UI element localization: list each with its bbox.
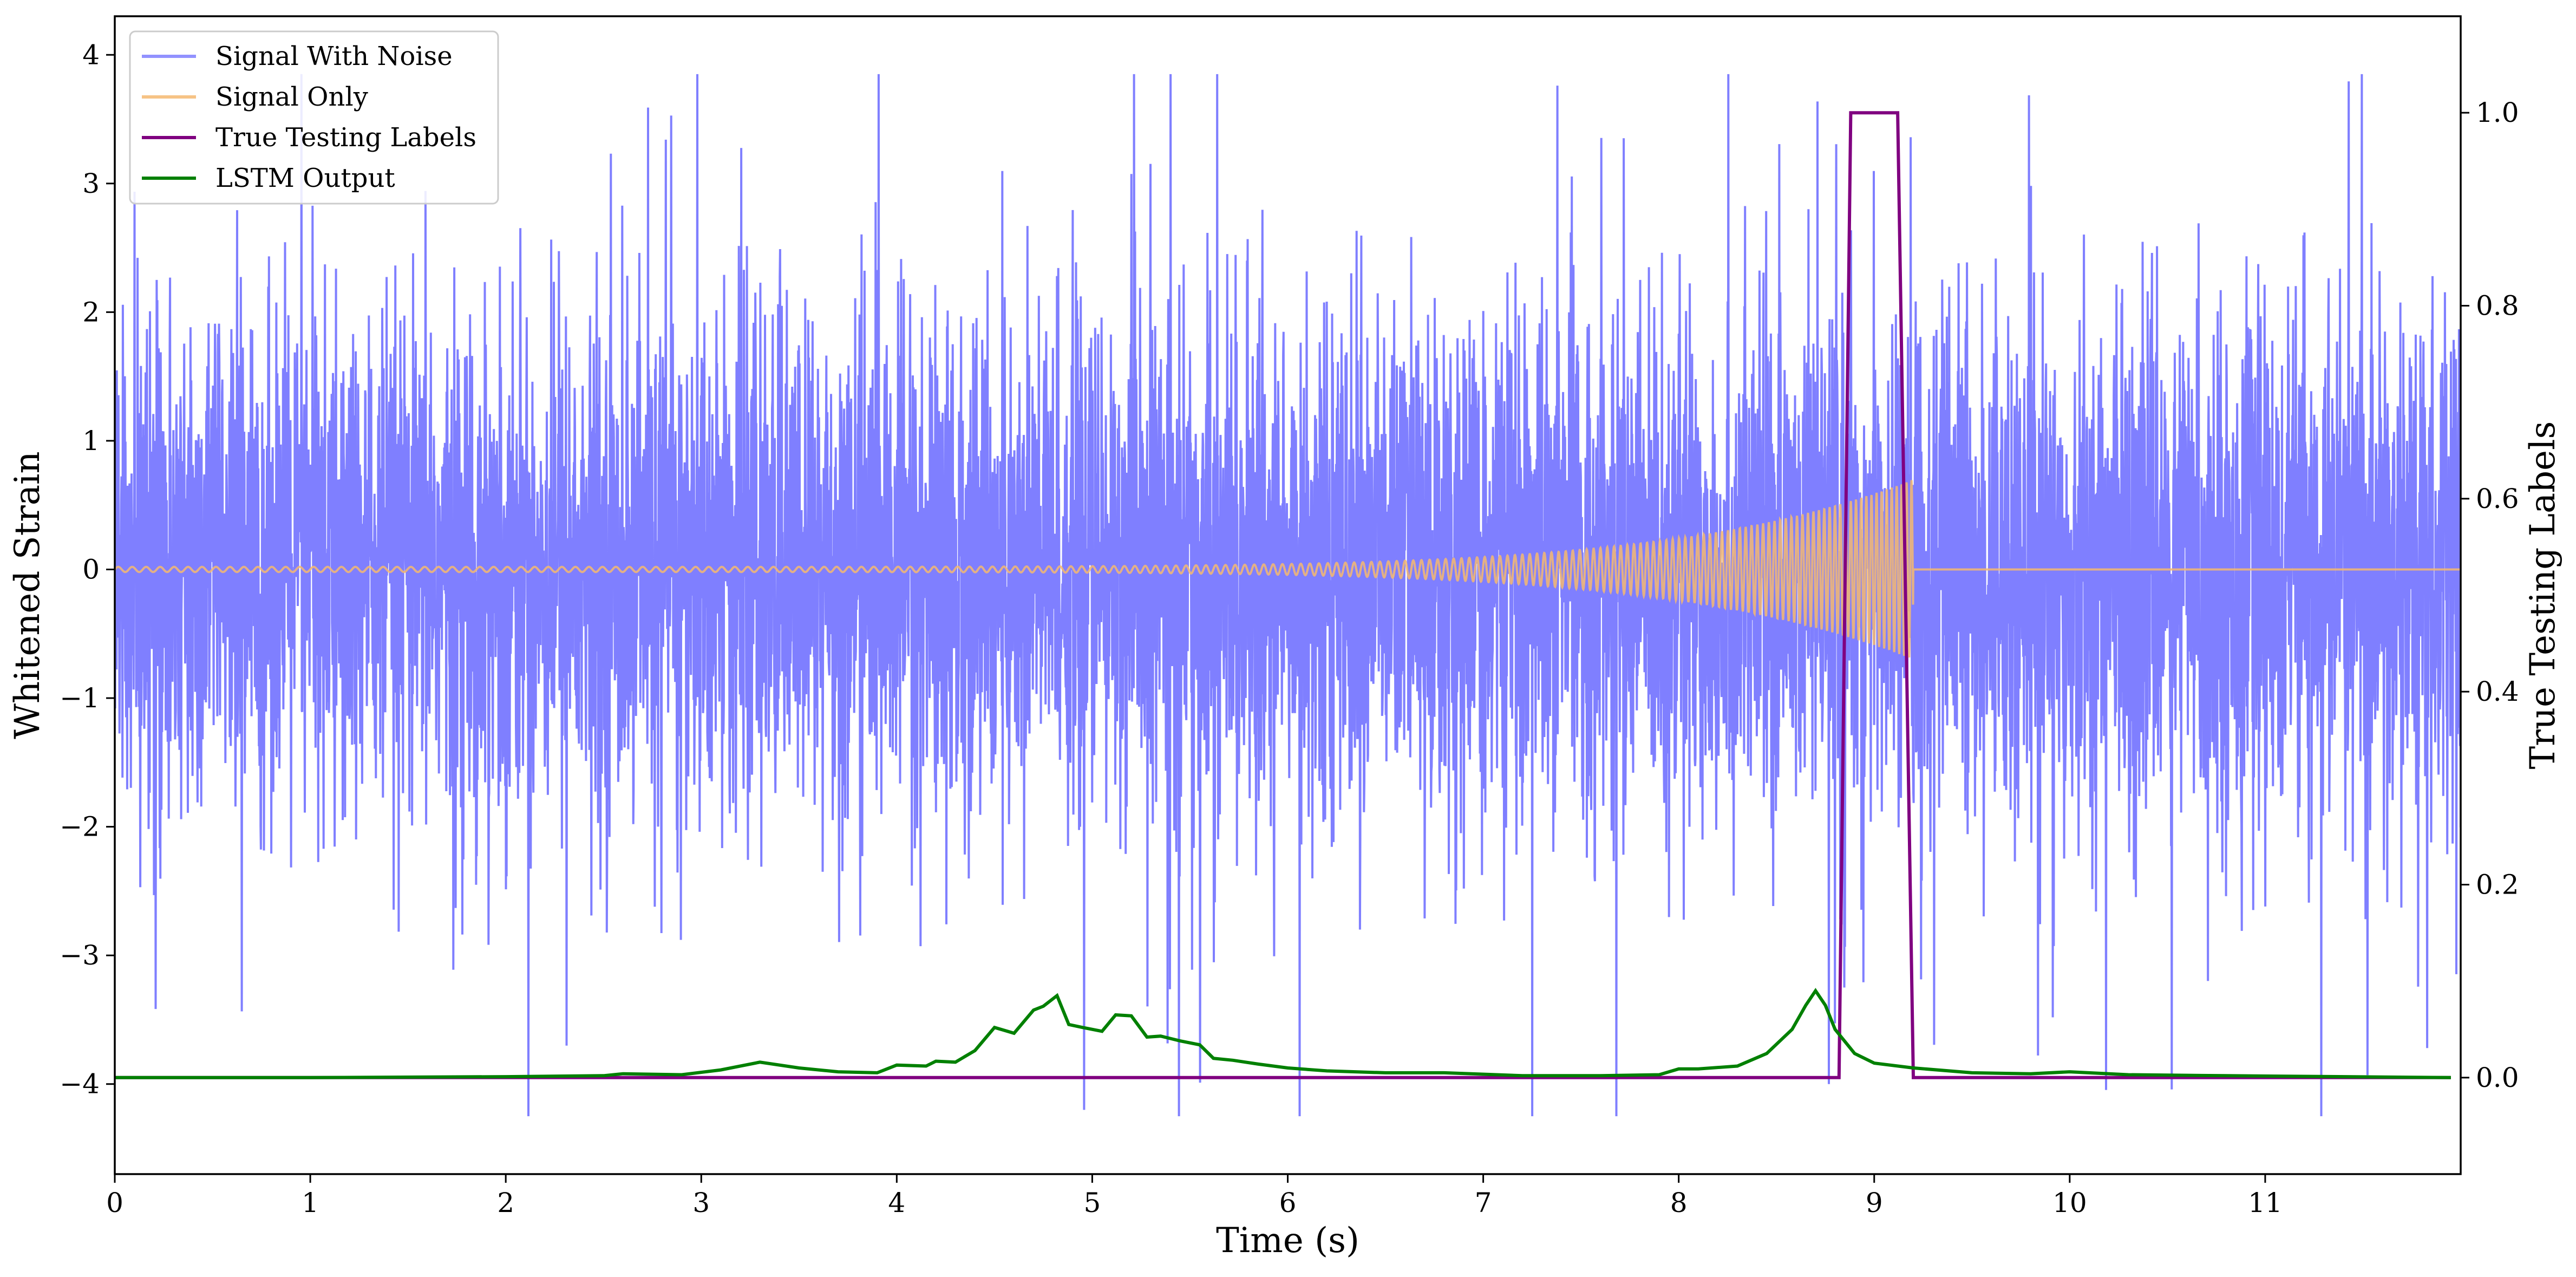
y-tick-label: −4: [60, 1068, 100, 1100]
series-signal-only-line: [115, 480, 2461, 658]
legend-entry-label: True Testing Labels: [215, 122, 476, 153]
y-tick-label: −2: [60, 811, 100, 843]
legend-entry-label: Signal Only: [215, 82, 368, 112]
y-right-tick-label: 0.2: [2476, 869, 2519, 901]
x-tick-label: 3: [692, 1187, 710, 1219]
x-axis-label: Time (s): [1216, 1221, 1359, 1261]
y-right-tick-label: 0.8: [2476, 290, 2519, 322]
x-tick-label: 1: [302, 1187, 319, 1219]
y-tick-label: −3: [60, 940, 100, 971]
legend-entry-label: LSTM Output: [215, 163, 395, 193]
y-right-tick-label: 0.0: [2476, 1062, 2519, 1093]
x-tick-label: 8: [1670, 1187, 1688, 1219]
series-lstm-output-line: [115, 988, 2451, 1079]
legend-box: [129, 30, 499, 205]
x-tick-label: 9: [1866, 1187, 1883, 1219]
x-tick-label: 6: [1279, 1187, 1297, 1219]
y-axis-label: Whitened Strain: [8, 451, 48, 739]
y-right-tick-label: 0.6: [2476, 483, 2519, 514]
y-tick-label: 0: [82, 553, 100, 585]
series-signal-with-noise-line: [115, 74, 2461, 1117]
x-tick-label: 5: [1084, 1187, 1101, 1219]
x-tick-label: 0: [106, 1187, 123, 1219]
legend: Signal With Noise Signal Only True Testing…: [129, 30, 499, 205]
x-tick-label: 4: [888, 1187, 905, 1219]
plot-series-group: [115, 74, 2461, 1117]
x-tick-label: 2: [497, 1187, 514, 1219]
legend-entry-label: Signal With Noise: [215, 41, 453, 71]
y-right-tick-label: 1.0: [2476, 97, 2519, 128]
x-tick-label: 7: [1475, 1187, 1492, 1219]
y-tick-label: −1: [60, 682, 100, 714]
x-tick-label: 11: [2248, 1187, 2283, 1219]
x-tick-label: 10: [2052, 1187, 2087, 1219]
y-tick-label: 1: [82, 425, 100, 457]
y-tick-label: 4: [82, 39, 100, 70]
y-right-tick-label: 0.4: [2476, 676, 2519, 707]
y-tick-label: 2: [82, 296, 100, 328]
series-true-testing-labels-line: [115, 111, 2451, 1079]
y-tick-label: 3: [82, 168, 100, 199]
y-right-axis-label: True Testing Labels: [2523, 421, 2563, 770]
